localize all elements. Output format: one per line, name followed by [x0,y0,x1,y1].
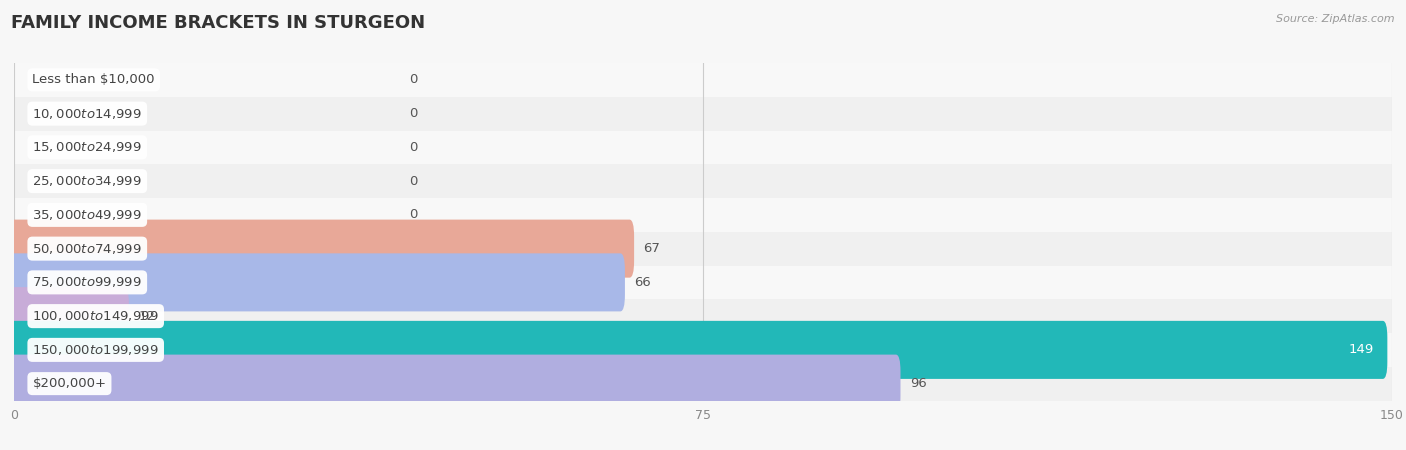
Text: $50,000 to $74,999: $50,000 to $74,999 [32,242,142,256]
Text: FAMILY INCOME BRACKETS IN STURGEON: FAMILY INCOME BRACKETS IN STURGEON [11,14,426,32]
Bar [14,97,1392,130]
Text: 96: 96 [910,377,927,390]
Text: $100,000 to $149,999: $100,000 to $149,999 [32,309,159,323]
FancyBboxPatch shape [10,321,1388,379]
Bar [14,299,1392,333]
Text: 66: 66 [634,276,651,289]
Bar [14,198,1392,232]
Bar [14,266,1392,299]
Text: $200,000+: $200,000+ [32,377,107,390]
FancyBboxPatch shape [10,220,634,278]
Text: $10,000 to $14,999: $10,000 to $14,999 [32,107,142,121]
Text: Less than $10,000: Less than $10,000 [32,73,155,86]
Text: Source: ZipAtlas.com: Source: ZipAtlas.com [1277,14,1395,23]
Text: $75,000 to $99,999: $75,000 to $99,999 [32,275,142,289]
Text: 67: 67 [644,242,661,255]
Bar [14,63,1392,97]
FancyBboxPatch shape [10,253,624,311]
Text: 0: 0 [409,73,418,86]
FancyBboxPatch shape [10,355,900,413]
FancyBboxPatch shape [10,287,129,345]
Text: 0: 0 [409,107,418,120]
Text: 149: 149 [1348,343,1374,356]
Text: $25,000 to $34,999: $25,000 to $34,999 [32,174,142,188]
Bar [14,164,1392,198]
Bar [14,333,1392,367]
Text: 0: 0 [409,208,418,221]
Bar [14,367,1392,400]
Text: 12: 12 [138,310,155,323]
Bar [14,130,1392,164]
Text: 0: 0 [409,141,418,154]
Text: $150,000 to $199,999: $150,000 to $199,999 [32,343,159,357]
Text: 0: 0 [409,175,418,188]
Text: $35,000 to $49,999: $35,000 to $49,999 [32,208,142,222]
Text: $15,000 to $24,999: $15,000 to $24,999 [32,140,142,154]
Bar [14,232,1392,266]
